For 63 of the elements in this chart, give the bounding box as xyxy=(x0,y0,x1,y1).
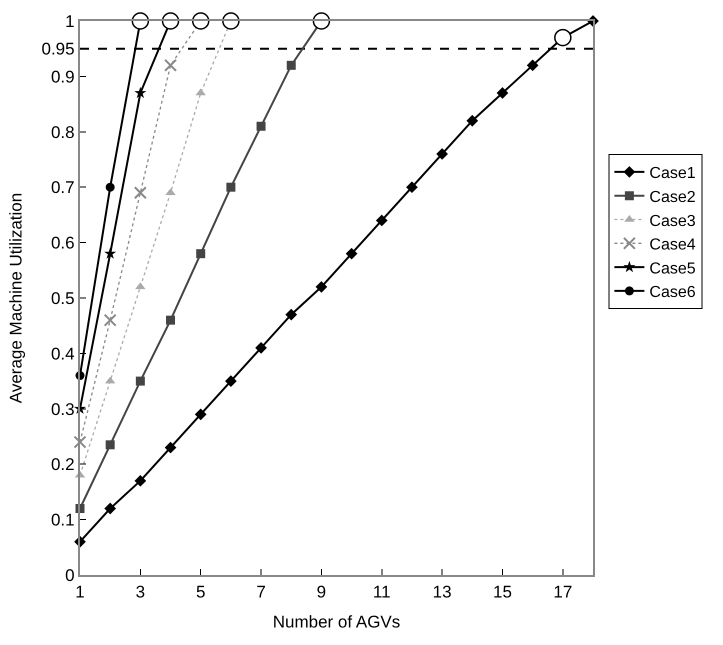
point xyxy=(134,474,146,487)
point xyxy=(255,342,267,354)
point xyxy=(312,12,330,30)
point xyxy=(104,314,117,327)
y-tick-label: 0.8 xyxy=(50,122,75,142)
point xyxy=(162,12,180,30)
point xyxy=(466,114,478,127)
point xyxy=(526,59,538,72)
point xyxy=(74,436,86,449)
point xyxy=(316,281,328,293)
point xyxy=(285,308,298,320)
point xyxy=(136,376,145,386)
point xyxy=(436,148,448,160)
y-tick-label: 0.3 xyxy=(50,400,75,419)
y-tick-label: 0.95 xyxy=(42,40,75,59)
point xyxy=(134,86,146,98)
point xyxy=(496,87,508,99)
x-tick-label: 5 xyxy=(196,582,206,602)
point xyxy=(132,12,150,30)
x-tick-label: 15 xyxy=(493,582,512,602)
point xyxy=(104,502,116,514)
point xyxy=(196,249,206,258)
point xyxy=(164,442,176,454)
x-tick-label: 3 xyxy=(136,582,146,602)
y-tick-label: 0.9 xyxy=(50,67,75,86)
point xyxy=(256,122,266,131)
point xyxy=(376,214,388,226)
x-tick-label: 9 xyxy=(316,582,326,602)
point xyxy=(164,58,178,72)
point xyxy=(225,375,237,387)
legend-label: Case2 xyxy=(649,188,696,206)
point xyxy=(166,316,176,325)
point xyxy=(106,440,115,450)
y-tick-label: 0 xyxy=(65,566,75,585)
x-tick-label: 11 xyxy=(372,582,391,602)
point xyxy=(554,28,572,46)
y-tick-label: 0.5 xyxy=(50,288,75,308)
point xyxy=(286,60,296,70)
legend-label: Case4 xyxy=(649,236,696,254)
x-tick-label: 17 xyxy=(553,582,572,602)
point xyxy=(192,12,210,30)
legend-label: Case6 xyxy=(649,284,696,302)
point xyxy=(194,408,207,420)
point xyxy=(346,248,358,260)
x-tick-label: 7 xyxy=(256,582,266,602)
legend-label: Case3 xyxy=(649,212,696,230)
point xyxy=(104,247,116,259)
y-tick-label: 0.1 xyxy=(50,510,75,530)
point xyxy=(106,182,115,192)
point xyxy=(222,12,240,30)
y-axis-title: Average Machine Utilization xyxy=(6,192,26,404)
x-axis-title: Number of AGVs xyxy=(272,612,400,632)
y-tick-label: 0.2 xyxy=(50,455,75,474)
y-tick-label: 1 xyxy=(65,12,75,31)
point xyxy=(406,181,418,194)
x-tick-label: 13 xyxy=(432,582,452,602)
point xyxy=(226,182,236,192)
y-tick-label: 0.4 xyxy=(50,344,75,364)
point xyxy=(134,186,147,200)
legend-label: Case5 xyxy=(649,260,696,278)
legend-label: Case1 xyxy=(649,165,696,182)
y-tick-label: 0.6 xyxy=(50,234,75,253)
y-tick-label: 0.7 xyxy=(50,178,75,198)
